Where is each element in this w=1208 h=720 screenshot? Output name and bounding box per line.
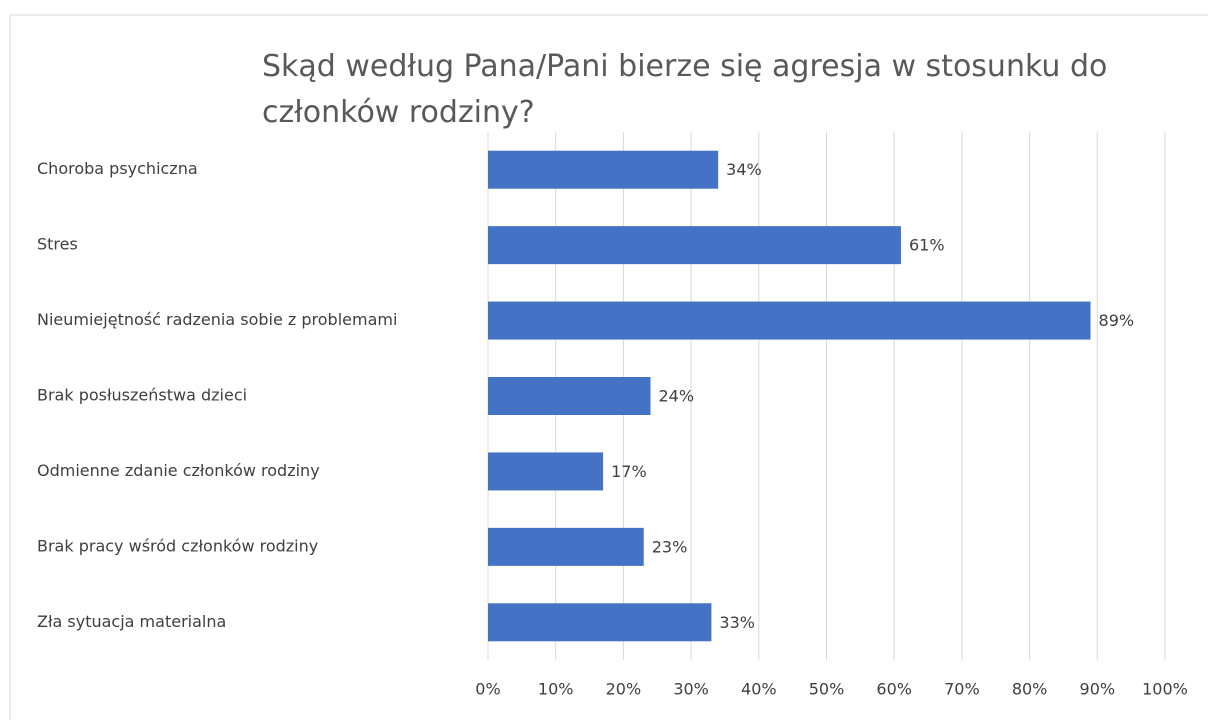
x-tick-label: 100%: [1142, 680, 1188, 699]
x-tick-label: 40%: [741, 680, 777, 699]
data-label: 23%: [652, 537, 688, 556]
bar: [488, 301, 1091, 340]
x-tick-label: 20%: [606, 680, 642, 699]
chart-border: [9, 14, 1208, 720]
x-tick-label: 10%: [538, 680, 574, 699]
data-label: 34%: [726, 160, 762, 179]
data-label: 61%: [909, 236, 945, 255]
x-tick-label: 60%: [876, 680, 912, 699]
y-tick-label: Nieumiejętność radzenia sobie z problema…: [37, 310, 397, 329]
y-tick-label: Stres: [37, 235, 78, 254]
bar: [488, 150, 719, 189]
y-tick-label: Odmienne zdanie członków rodziny: [37, 461, 320, 480]
x-tick-label: 80%: [1012, 680, 1048, 699]
data-label: 89%: [1099, 311, 1135, 330]
x-tick-label: 70%: [944, 680, 980, 699]
bar: [488, 226, 901, 265]
x-tick-label: 30%: [673, 680, 709, 699]
bar: [488, 452, 604, 491]
data-label: 24%: [658, 387, 694, 406]
x-tick-label: 50%: [809, 680, 845, 699]
bar: [488, 527, 644, 566]
y-tick-label: Brak posłuszeństwa dzieci: [37, 386, 247, 405]
chart-title: Skąd według Pana/Pani bierze się agresja…: [262, 49, 1108, 130]
x-tick-label: 0%: [475, 680, 500, 699]
y-tick-label: Zła sytuacja materialna: [37, 612, 226, 631]
bar: [488, 603, 712, 642]
bar: [488, 377, 651, 415]
y-tick-label: Brak pracy wśród członków rodziny: [37, 536, 318, 555]
y-tick-label: Choroba psychiczna: [37, 159, 198, 178]
x-tick-label: 90%: [1080, 680, 1116, 699]
data-label: 33%: [719, 613, 755, 632]
data-label: 17%: [611, 462, 647, 481]
